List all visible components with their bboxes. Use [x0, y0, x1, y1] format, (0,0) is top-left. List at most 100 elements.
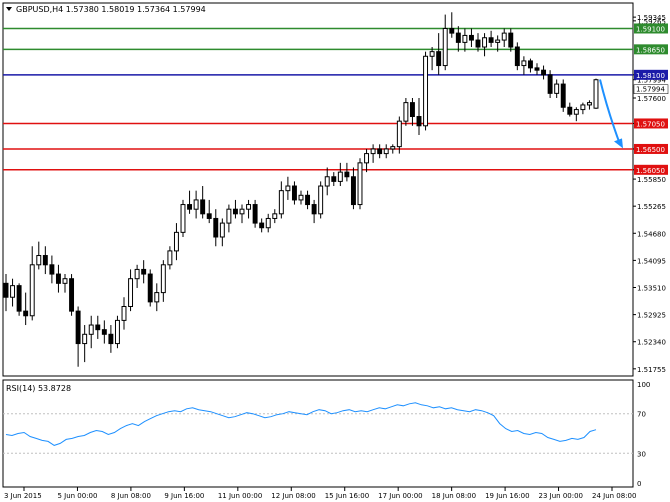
time-tick-label: 23 Jun 00:00 [539, 492, 583, 500]
candle-bear [16, 285, 22, 312]
candle-bull [357, 162, 363, 206]
rsi-level-label: 70 [637, 411, 646, 419]
candle-bear [488, 37, 494, 43]
candle-bear [547, 74, 553, 94]
candle-bull [324, 176, 330, 187]
candle-bear [200, 199, 206, 215]
price-tick-label: 1.54680 [637, 230, 666, 238]
price-tick-label: 1.55850 [637, 176, 666, 184]
candle-bull [462, 34, 468, 43]
candle-bear [95, 324, 101, 331]
level-price-label: 1.56500 [636, 146, 665, 154]
candle-bull [482, 37, 488, 48]
candle-bear [232, 208, 238, 215]
candle-bear [42, 255, 48, 266]
horizontal-levels[interactable]: 1.59100 1.58650 1.58100 1.57050 1.56500 1.560… [3, 23, 669, 175]
candle-bear [147, 273, 153, 303]
level-price-tag [634, 44, 668, 55]
triangle-down-icon[interactable] [6, 7, 12, 11]
trend-arrow[interactable] [599, 79, 623, 149]
candle-bear [508, 32, 514, 48]
candle-bear [350, 176, 356, 206]
price-tick-label: 1.57994 [637, 77, 666, 85]
candle-bear [560, 83, 566, 108]
candle-bear [141, 268, 147, 275]
candle-bull [370, 148, 376, 155]
candle-bull [390, 146, 396, 150]
time-tick-label: 12 Jun 08:00 [271, 492, 315, 500]
trend-arrow-shaft[interactable] [599, 79, 621, 145]
candle-bull [173, 231, 179, 252]
rsi-level-label: 30 [637, 450, 646, 458]
candle-bull [134, 268, 140, 280]
level-price-label: 1.59100 [636, 25, 665, 33]
candle-bear [527, 60, 533, 69]
candle-bear [108, 333, 114, 345]
candle-bull [154, 292, 160, 303]
candle-bear [206, 213, 212, 219]
price-tick-label: 1.51755 [637, 366, 666, 374]
rsi-line [5, 402, 597, 446]
candle-bear [213, 217, 219, 238]
candle-bull [246, 204, 252, 210]
price-tick-label: 1.59265 [637, 18, 666, 26]
price-tick-label: 1.55265 [637, 203, 666, 211]
time-tick-label: 15 Jun 16:00 [325, 492, 369, 500]
candle-bull [318, 185, 324, 215]
candle-bull [62, 278, 68, 284]
candle-bull [272, 213, 278, 219]
time-tick-label: 24 Jun 08:00 [592, 492, 636, 500]
candle-bull [337, 171, 343, 182]
time-tick-label: 9 Jun 16:00 [164, 492, 204, 500]
candlestick-series [3, 12, 599, 367]
candle-bear [541, 69, 547, 76]
candle-bull [82, 333, 88, 345]
arrow-down-icon[interactable] [614, 138, 623, 149]
rsi-level-label: 100 [637, 381, 650, 389]
candle-bull [219, 222, 225, 238]
candle-bull [593, 79, 599, 109]
time-tick-label: 3 Jun 2015 [4, 492, 42, 500]
rsi-label: RSI(14) 53.8728 [6, 384, 71, 393]
level-price-label: 1.57050 [636, 120, 665, 128]
level-price-tag [634, 69, 668, 80]
level-price-tag [634, 143, 668, 154]
level-price-tag [634, 164, 668, 175]
rsi-panel-frame [2, 379, 634, 488]
rsi-series: 100 70 30 0 [3, 381, 650, 488]
candle-bear [377, 148, 383, 155]
candle-bear [534, 67, 540, 71]
candle-bear [468, 34, 474, 41]
candle-bear [475, 39, 481, 48]
candle-bear [567, 106, 573, 115]
time-axis: 3 Jun 2015 5 Jun 00:00 8 Jun 08:00 9 Jun 16… [4, 487, 636, 500]
candle-bear [409, 102, 415, 118]
candle-bear [311, 204, 317, 215]
price-tick-label: 1.57600 [637, 95, 666, 103]
price-tick-label: 1.52925 [637, 312, 666, 320]
candle-bear [3, 282, 9, 298]
price-tick-label: 1.53510 [637, 284, 666, 292]
candle-bear [436, 51, 442, 67]
candle-bull [29, 264, 35, 317]
candle-bear [75, 310, 81, 345]
candle-bull [298, 194, 304, 201]
price-tick-label: 1.54095 [637, 257, 666, 265]
candle-bull [403, 102, 409, 122]
candle-bull [580, 104, 586, 111]
candle-bull [442, 27, 448, 67]
time-tick-label: 5 Jun 00:00 [57, 492, 97, 500]
time-tick-label: 18 Jun 08:00 [432, 492, 476, 500]
candle-bull [501, 32, 507, 41]
time-tick-label: 8 Jun 08:00 [111, 492, 151, 500]
candle-bear [49, 264, 55, 275]
time-tick-label: 17 Jun 00:00 [378, 492, 422, 500]
price-tick-label: 1.59345 [637, 14, 666, 22]
candle-bull [36, 255, 42, 266]
current-price-tag [633, 84, 669, 94]
current-price-label: 1.57994 [636, 86, 665, 94]
candle-bull [193, 199, 199, 210]
candle-bull [239, 208, 245, 215]
